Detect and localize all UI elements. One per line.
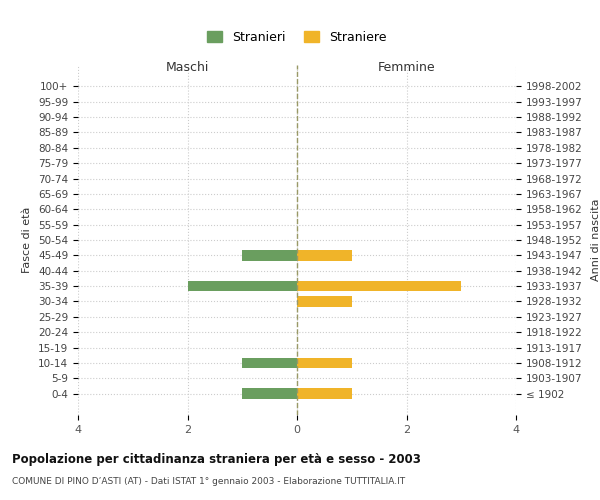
Y-axis label: Fasce di età: Fasce di età <box>22 207 32 273</box>
Text: Maschi: Maschi <box>166 61 209 74</box>
Bar <box>187 280 297 291</box>
Text: Femmine: Femmine <box>377 61 436 74</box>
Bar <box>297 388 352 399</box>
Bar <box>242 358 297 368</box>
Bar <box>297 296 352 307</box>
Bar <box>242 388 297 399</box>
Bar <box>297 358 352 368</box>
Text: Popolazione per cittadinanza straniera per età e sesso - 2003: Popolazione per cittadinanza straniera p… <box>12 452 421 466</box>
Bar <box>297 280 461 291</box>
Y-axis label: Anni di nascita: Anni di nascita <box>591 198 600 281</box>
Bar <box>297 250 352 261</box>
Bar <box>242 250 297 261</box>
Text: COMUNE DI PINO D’ASTI (AT) - Dati ISTAT 1° gennaio 2003 - Elaborazione TUTTITALI: COMUNE DI PINO D’ASTI (AT) - Dati ISTAT … <box>12 478 405 486</box>
Legend: Stranieri, Straniere: Stranieri, Straniere <box>202 26 392 49</box>
